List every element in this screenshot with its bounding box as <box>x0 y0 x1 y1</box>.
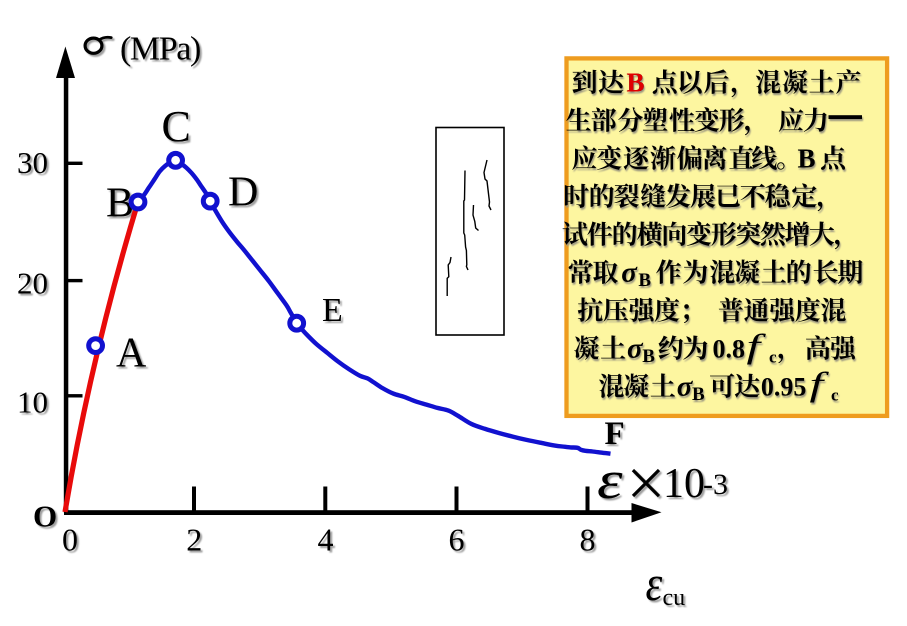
svg-text:B: B <box>627 68 645 98</box>
